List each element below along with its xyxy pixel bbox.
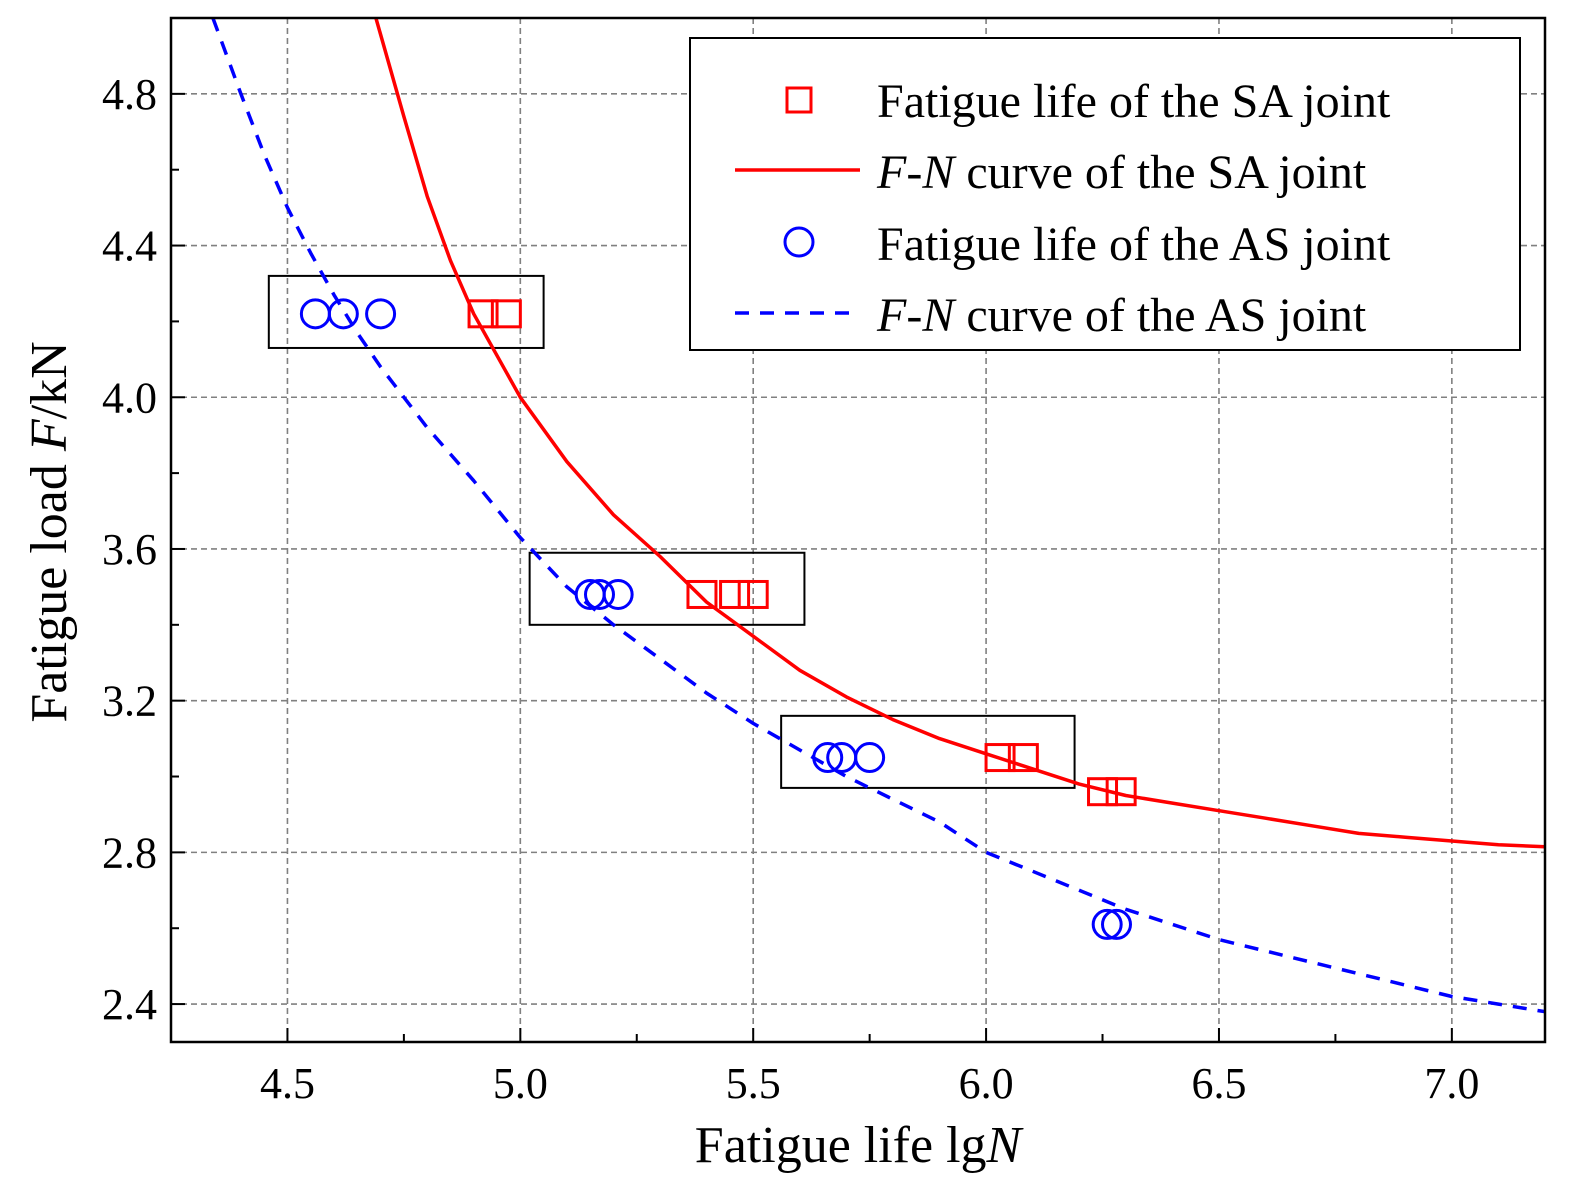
- legend-marker-as-points: [783, 226, 815, 258]
- sa-data-point: [1087, 777, 1119, 807]
- tick-labels: 4.5 5.0 5.5 6.0 6.5 7.0 2.4 2.8 3.2 3.6 4.0 4.4 4.8: [102, 70, 1479, 1108]
- sa-data-point: [1007, 743, 1039, 773]
- sa-data-point: [984, 743, 1016, 773]
- legend-label-sa-curve: F-N curve of the SA joint: [876, 146, 1367, 199]
- y-tick-label: 4.0: [102, 373, 157, 422]
- y-tick-label: 4.8: [102, 70, 157, 119]
- as-data-point: [299, 298, 331, 330]
- y-tick-label: 2.8: [102, 828, 157, 877]
- sa-data-point: [737, 579, 769, 609]
- x-tick-label: 5.0: [493, 1059, 548, 1108]
- plot-frame: [169, 16, 1547, 1044]
- as-data-point: [854, 742, 886, 774]
- legend-label-sa-points: Fatigue life of the SA joint: [877, 75, 1391, 128]
- x-axis-title: Fatigue life lgN: [695, 1117, 1025, 1174]
- data-group-box: [780, 714, 1076, 789]
- y-axis-title: Fatigue load F/kN: [21, 341, 78, 722]
- data-group-box: [528, 551, 806, 626]
- y-tick-label: 3.2: [102, 677, 157, 726]
- sa-data-point: [490, 299, 522, 329]
- x-tick-label: 6.0: [959, 1059, 1014, 1108]
- sa-data-point: [719, 579, 751, 609]
- as-data-point: [327, 298, 359, 330]
- as-data-point: [584, 578, 616, 610]
- as-data-point: [365, 298, 397, 330]
- sa-data-point: [1105, 777, 1137, 807]
- legend-box: [689, 37, 1521, 351]
- x-tick-label: 4.5: [260, 1059, 315, 1108]
- sa-data-point: [686, 579, 718, 609]
- as-data-point: [1091, 908, 1123, 940]
- as-fit-curve: [211, 18, 1545, 1014]
- legend-marker-sa-points: [785, 86, 813, 114]
- x-tick-label: 6.5: [1191, 1059, 1246, 1108]
- data-group-box: [267, 274, 545, 349]
- sa-data-point: [467, 299, 499, 329]
- as-data-point: [602, 578, 634, 610]
- y-tick-label: 2.4: [102, 980, 157, 1029]
- axis-ticks: [170, 17, 1453, 1042]
- x-tick-label: 7.0: [1424, 1059, 1479, 1108]
- y-tick-label: 4.4: [102, 222, 157, 271]
- x-tick-label: 5.5: [726, 1059, 781, 1108]
- legend-label-as-points: Fatigue life of the AS joint: [877, 218, 1391, 271]
- group-boxes: [267, 274, 1076, 789]
- as-data-point: [1100, 908, 1132, 940]
- as-data-point: [812, 742, 844, 774]
- sa-fit-curve: [374, 18, 1545, 849]
- y-tick-label: 3.6: [102, 525, 157, 574]
- plot-series: [211, 18, 1545, 1014]
- plot-area: [211, 18, 1545, 1014]
- legend-label-as-curve: F-N curve of the AS joint: [876, 289, 1367, 342]
- legend: Fatigue life of the SA joint F-N curve o…: [689, 37, 1521, 351]
